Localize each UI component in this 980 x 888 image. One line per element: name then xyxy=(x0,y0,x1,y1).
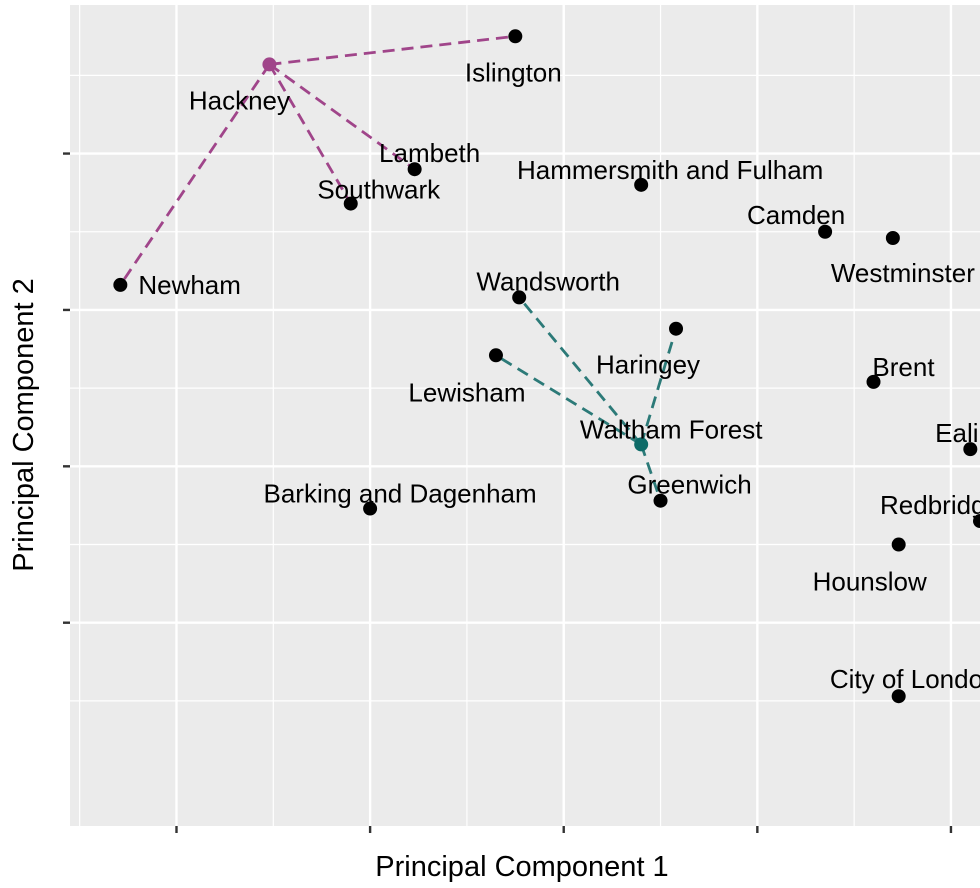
x-axis-title: Principal Component 1 xyxy=(375,851,668,883)
point-label: Redbridge xyxy=(880,490,980,520)
point-label: Waltham Forest xyxy=(580,414,763,444)
point-labels: Islington Hackney Lambeth Southwark Newham Ha… xyxy=(138,57,980,694)
cluster-link xyxy=(639,443,662,502)
point-label: Hackney xyxy=(189,85,290,115)
data-point xyxy=(973,514,980,529)
grid-minor xyxy=(70,5,980,826)
point-label: Ealing xyxy=(935,418,980,448)
axis-ticks xyxy=(63,152,953,833)
data-point xyxy=(363,501,378,516)
cluster-link xyxy=(268,63,416,171)
point-label: Camden xyxy=(747,200,845,230)
data-point xyxy=(963,442,978,457)
data-point xyxy=(891,537,906,552)
data-point xyxy=(669,321,684,336)
point-label: Barking and Dagenham xyxy=(264,479,537,509)
cluster-link xyxy=(269,34,516,66)
point-label: Haringey xyxy=(596,350,700,380)
point-label: City of London xyxy=(830,664,980,694)
data-point xyxy=(113,277,128,292)
plot-panel xyxy=(70,5,980,826)
point-label: Lewisham xyxy=(408,377,525,407)
data-point xyxy=(262,57,277,72)
cluster-link xyxy=(119,63,271,286)
grid-major xyxy=(70,5,980,826)
point-label: Hounslow xyxy=(813,567,927,597)
point-label: Wandsworth xyxy=(476,266,620,296)
data-point xyxy=(512,290,527,305)
data-point xyxy=(508,29,523,44)
cluster-link xyxy=(268,63,352,205)
data-point xyxy=(866,374,881,389)
cluster-link xyxy=(495,354,642,446)
data-point xyxy=(634,177,649,192)
data-point xyxy=(885,231,900,246)
data-point xyxy=(343,196,358,211)
point-label: Hammersmith and Fulham xyxy=(517,155,823,185)
point-label: Newham xyxy=(138,270,241,300)
data-point xyxy=(634,437,649,452)
data-point xyxy=(488,348,503,363)
point-label: Islington xyxy=(465,57,562,87)
data-point xyxy=(818,224,833,239)
point-label: Greenwich xyxy=(627,470,751,500)
data-point xyxy=(891,689,906,704)
y-axis-title: Principal Component 2 xyxy=(8,278,40,571)
point-label: Lambeth xyxy=(379,138,480,168)
cluster-links xyxy=(119,34,678,502)
data-point xyxy=(407,162,422,177)
point-label: Westminster xyxy=(831,258,975,288)
data-points xyxy=(113,29,980,704)
cluster-link xyxy=(639,328,678,445)
point-label: Brent xyxy=(872,352,935,382)
data-point xyxy=(653,493,668,508)
point-label: Southwark xyxy=(317,175,441,205)
cluster-link xyxy=(518,296,643,446)
